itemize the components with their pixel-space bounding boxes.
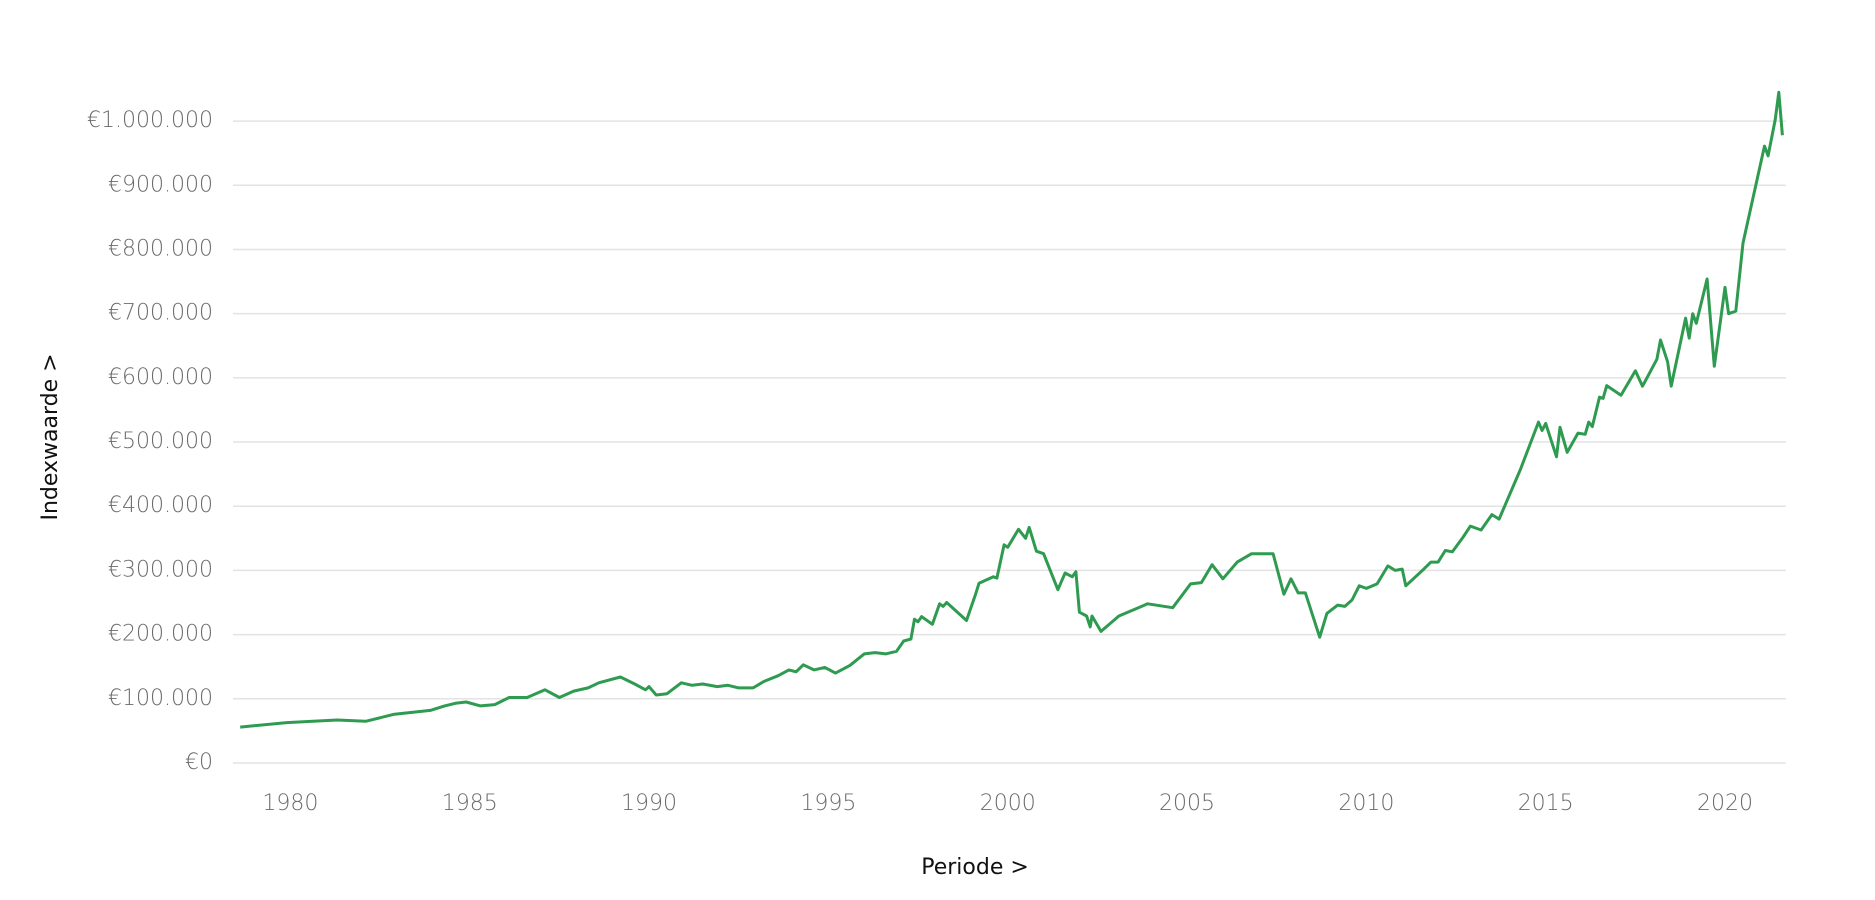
x-tick-label: 2020	[1697, 791, 1753, 816]
y-tick-label: €400.000	[108, 493, 213, 518]
x-tick-label: 1995	[800, 791, 856, 816]
line-series	[240, 90, 1784, 729]
x-tick-label: 2005	[1159, 791, 1215, 816]
x-tick-label: 2000	[980, 791, 1036, 816]
y-axis-label: Indexwaarde >	[38, 353, 63, 520]
x-tick-label: 1990	[621, 791, 677, 816]
y-tick-label: €1.000.000	[87, 108, 213, 133]
y-tick-label: €200.000	[108, 622, 213, 647]
x-tick-label: 1985	[442, 791, 498, 816]
y-tick-label: €800.000	[108, 236, 213, 261]
y-tick-label: €900.000	[108, 172, 213, 197]
y-tick-label: €0	[185, 750, 213, 775]
y-tick-label: €700.000	[108, 301, 213, 326]
x-tick-label: 2015	[1518, 791, 1574, 816]
y-tick-label: €500.000	[108, 429, 213, 454]
y-tick-label: €300.000	[108, 557, 213, 582]
y-tick-label: €100.000	[108, 686, 213, 711]
x-tick-label: 2010	[1338, 791, 1394, 816]
y-tick-label: €600.000	[108, 365, 213, 390]
x-tick-label: 1980	[262, 791, 318, 816]
x-axis-label: Periode >	[921, 855, 1029, 880]
